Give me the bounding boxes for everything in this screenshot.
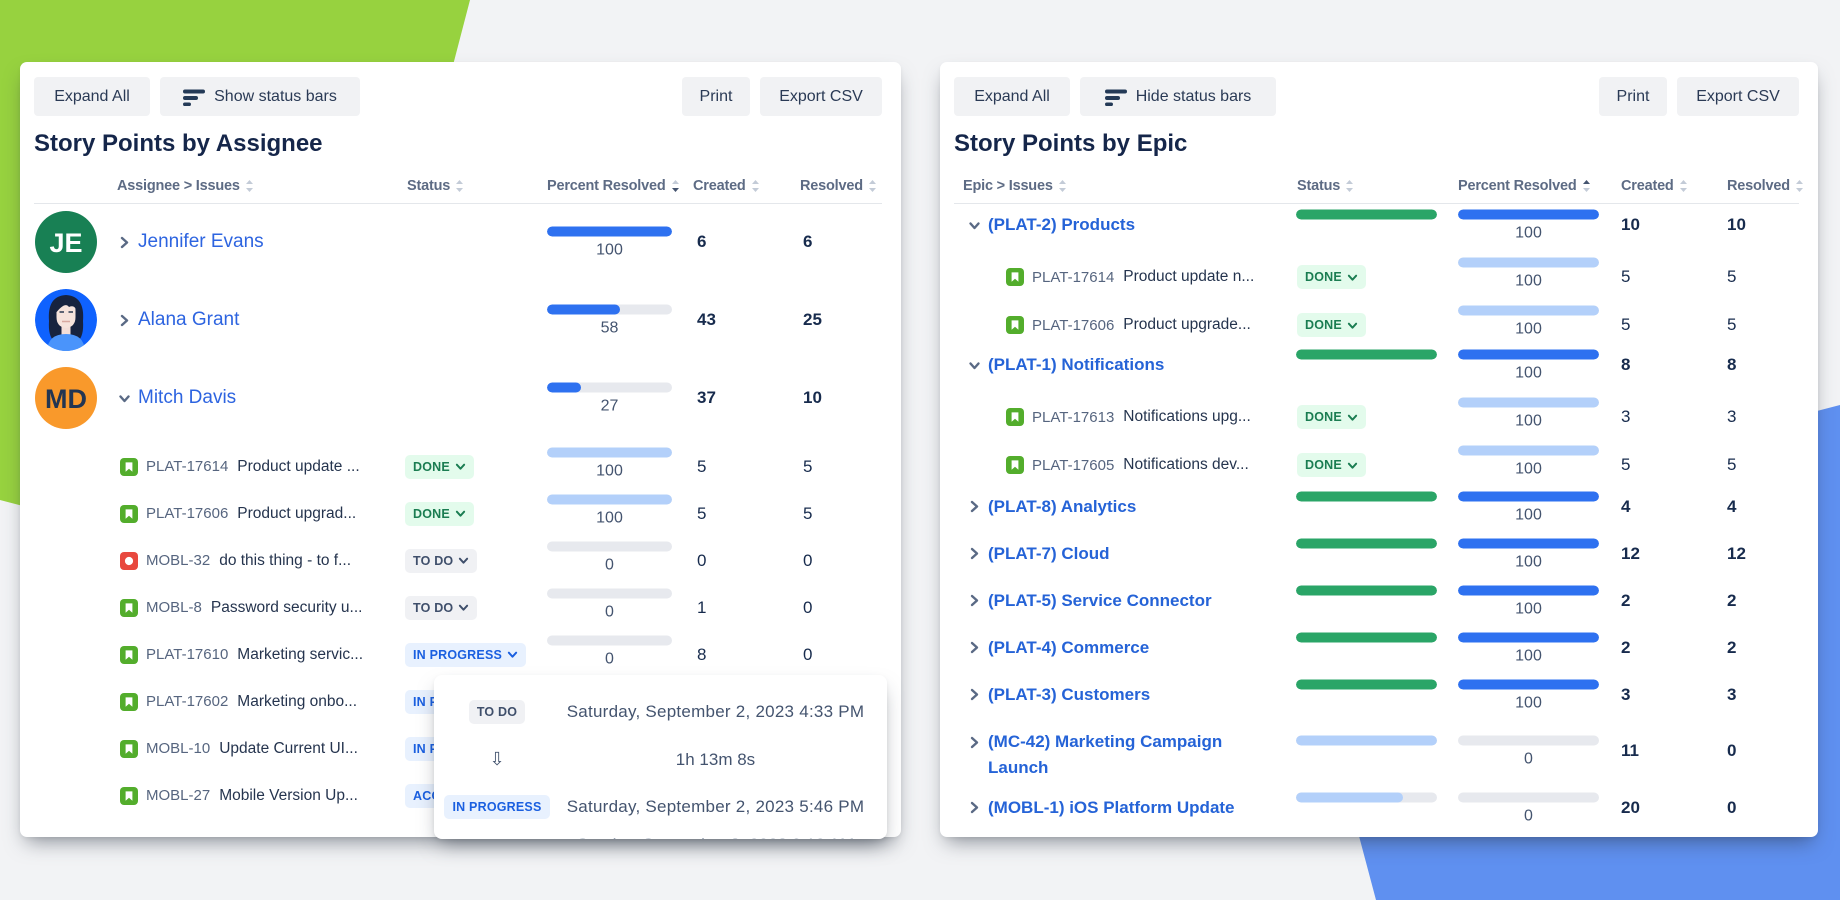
svg-text:MD: MD xyxy=(45,384,87,414)
svg-text:JE: JE xyxy=(49,228,82,258)
